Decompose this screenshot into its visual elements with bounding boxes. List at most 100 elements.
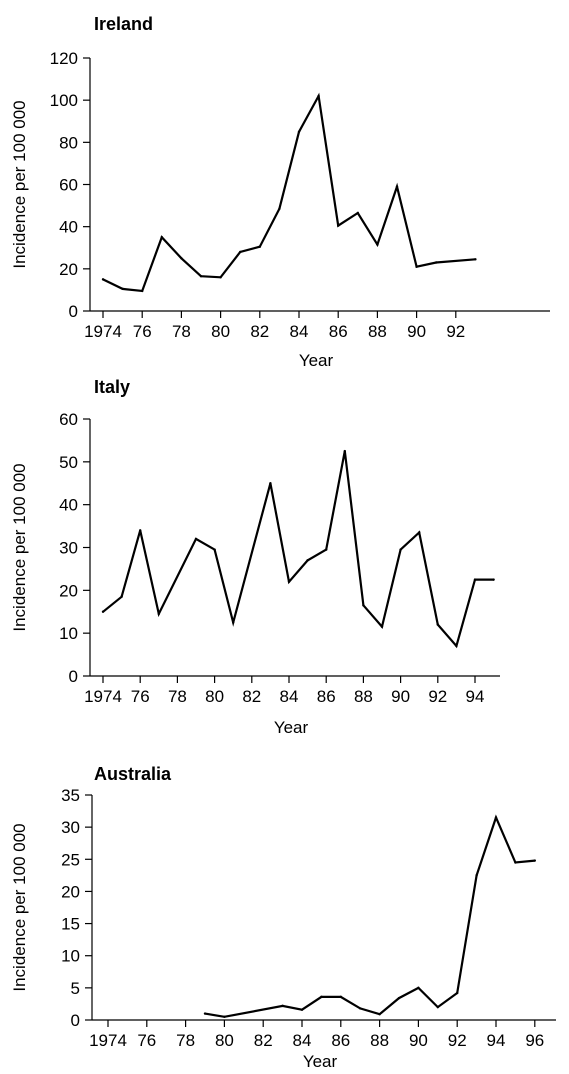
data-point [258,245,261,248]
data-point [281,1004,284,1008]
series-line [102,92,476,293]
x-tick-label: 94 [487,1031,506,1050]
y-tick-label: 10 [59,624,78,643]
data-point [213,548,216,551]
data-point [399,548,402,551]
x-tick-label: 80 [211,322,230,341]
data-point [219,276,222,279]
chart-title: Ireland [94,14,153,34]
y-tick-label: 120 [50,49,78,68]
data-point [121,287,124,291]
x-tick-label: 94 [466,687,485,706]
data-point [120,595,123,598]
x-tick-label: 82 [242,687,261,706]
x-tick-label: 76 [133,322,152,341]
x-tick-label: 86 [329,322,348,341]
data-point [141,289,144,293]
data-point [395,185,399,188]
x-tick-label: 84 [293,1031,312,1050]
x-tick-label: 1974 [84,687,122,706]
data-point [160,236,163,239]
data-point [436,1005,439,1009]
data-point [157,612,160,616]
data-point [475,874,478,877]
data-point [359,1007,362,1010]
x-tick-label: 90 [407,322,426,341]
data-point [473,578,477,581]
data-point [376,243,379,246]
data-point [232,621,235,624]
y-tick-label: 20 [59,581,78,600]
data-point [343,449,346,453]
data-point [320,995,323,999]
data-point [194,537,198,541]
x-tick-label: 82 [254,1031,273,1050]
y-tick-label: 20 [61,882,80,901]
chart-australia: Australia 0 5 10 15 20 25 30 35 1974 76 78 80 82 84 86 8… [10,764,556,1071]
x-tick-label: 84 [280,687,299,706]
data-point [492,578,495,581]
y-tick-label: 60 [59,176,78,195]
data-point [337,224,340,227]
x-tick-label: 80 [215,1031,234,1050]
data-point [356,211,359,215]
data-point [306,559,309,562]
x-tick-label: 96 [525,1031,544,1050]
x-tick-label: 78 [172,322,191,341]
data-point [139,529,142,532]
data-point [101,278,105,281]
data-point [101,610,105,613]
y-axis-label: Incidence per 100 000 [10,823,29,991]
data-point [362,604,365,607]
data-point [180,257,183,260]
data-point [514,861,517,864]
x-axis-label: Year [299,351,334,370]
data-point [415,265,418,268]
x-tick-label: 78 [176,1031,195,1050]
x-tick-label: 92 [428,687,447,706]
data-point [378,1013,381,1016]
data-point [300,1008,304,1011]
data-point [325,548,328,551]
x-axis-label: Year [303,1052,338,1071]
y-tick-label: 0 [71,1011,80,1030]
x-tick-label: 88 [368,322,387,341]
data-point [297,130,301,133]
y-tick-label: 10 [61,947,80,966]
data-point [278,207,281,210]
y-tick-label: 100 [50,91,78,110]
y-tick-label: 50 [59,453,78,472]
chart-title: Australia [94,764,172,784]
y-tick-label: 80 [59,133,78,152]
data-point [474,258,477,261]
y-tick-label: 5 [71,979,80,998]
y-tick-label: 40 [59,496,78,515]
y-axis-label: Incidence per 100 000 [10,463,29,631]
y-tick-label: 60 [59,410,78,429]
x-tick-label: 1974 [84,322,122,341]
x-tick-label: 78 [168,687,187,706]
series-line [102,450,494,649]
data-point [435,261,438,264]
data-point [269,482,272,485]
x-tick-label: 86 [331,1031,350,1050]
x-tick-label: 88 [370,1031,389,1050]
x-tick-label: 1974 [89,1031,127,1050]
y-tick-label: 25 [61,850,80,869]
data-point [456,991,459,995]
x-tick-label: 76 [137,1031,156,1050]
data-point [199,275,203,278]
x-tick-label: 92 [446,322,465,341]
y-tick-label: 0 [69,302,78,321]
data-point [239,250,242,254]
data-point [397,996,401,1000]
y-tick-label: 35 [61,786,80,805]
data-point [317,94,320,98]
chart-italy: Italy 0 10 20 30 40 50 60 1974 76 78 80 82 84 86 88 90 92… [10,377,500,737]
y-tick-label: 30 [59,539,78,558]
chart-title: Italy [94,377,130,397]
x-tick-label: 90 [409,1031,428,1050]
x-tick-label: 90 [391,687,410,706]
data-point [380,625,384,628]
